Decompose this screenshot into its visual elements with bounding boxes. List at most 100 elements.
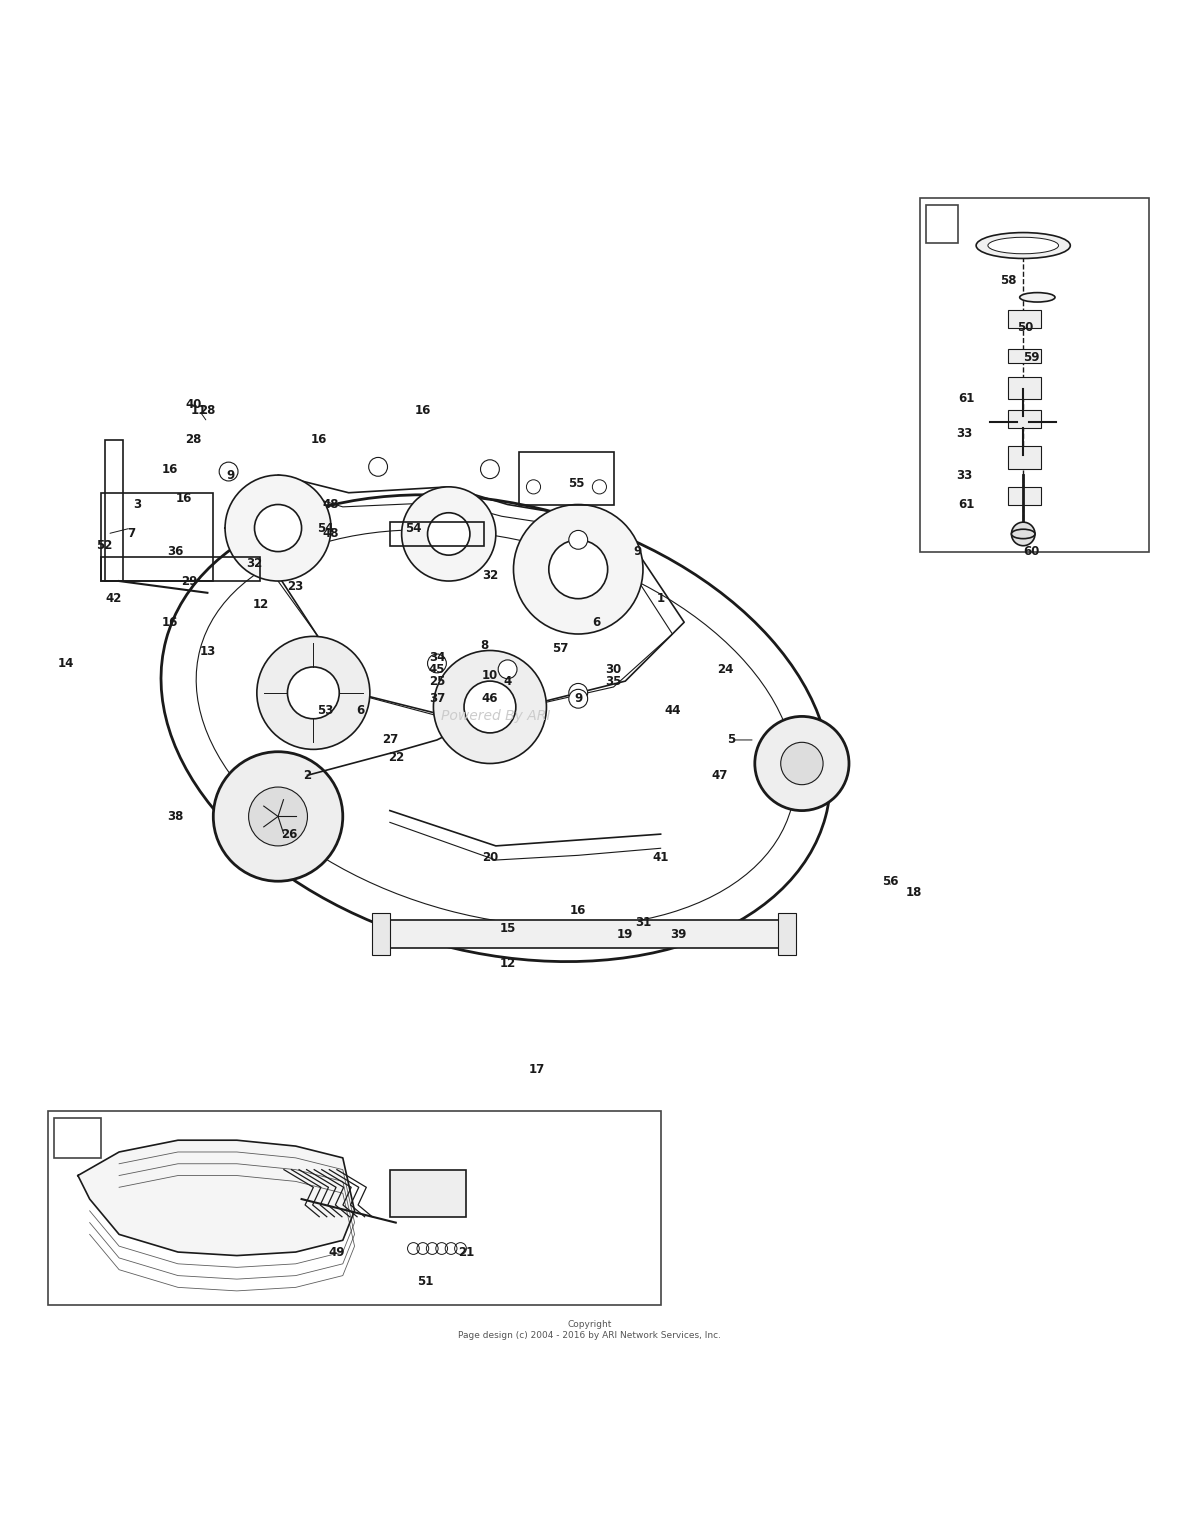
Text: 34: 34 <box>428 651 445 664</box>
Text: 45: 45 <box>428 663 445 676</box>
Ellipse shape <box>1020 293 1055 302</box>
Text: 1: 1 <box>938 218 946 231</box>
Text: 9: 9 <box>575 692 583 705</box>
Circle shape <box>569 689 588 709</box>
Text: 35: 35 <box>605 675 622 687</box>
Text: 26: 26 <box>282 828 299 841</box>
Bar <box>48 1110 661 1306</box>
Text: 16: 16 <box>414 403 431 417</box>
Text: 41: 41 <box>653 851 669 864</box>
Circle shape <box>255 504 302 551</box>
Text: 4: 4 <box>504 675 512 687</box>
Text: 16: 16 <box>176 492 192 505</box>
Text: 48: 48 <box>323 527 340 541</box>
Bar <box>389 1170 466 1217</box>
Text: 61: 61 <box>958 392 975 405</box>
Text: 1: 1 <box>656 592 664 605</box>
Text: 32: 32 <box>247 557 263 570</box>
Text: 10: 10 <box>481 669 498 681</box>
Text: 60: 60 <box>1023 545 1040 557</box>
Text: 15: 15 <box>499 922 516 935</box>
Bar <box>1008 411 1041 428</box>
Bar <box>101 557 261 582</box>
Text: 20: 20 <box>481 851 498 864</box>
Polygon shape <box>78 1141 354 1255</box>
Ellipse shape <box>988 237 1058 253</box>
Text: 47: 47 <box>712 768 728 782</box>
Text: 61: 61 <box>958 498 975 512</box>
Text: 16: 16 <box>162 463 178 476</box>
Text: 14: 14 <box>58 657 74 670</box>
Text: 7: 7 <box>126 527 135 541</box>
Text: 17: 17 <box>529 1063 545 1077</box>
Text: 2: 2 <box>303 768 312 782</box>
Bar <box>1008 377 1041 399</box>
Text: 18: 18 <box>905 887 922 899</box>
Text: 22: 22 <box>388 751 404 764</box>
Text: 59: 59 <box>1023 351 1040 363</box>
Circle shape <box>427 513 470 556</box>
Circle shape <box>219 463 238 481</box>
Bar <box>378 921 791 948</box>
Text: 16: 16 <box>312 434 327 446</box>
Circle shape <box>569 684 588 702</box>
Text: 8: 8 <box>480 640 489 652</box>
Circle shape <box>464 681 516 733</box>
Circle shape <box>513 504 643 634</box>
Circle shape <box>549 541 608 599</box>
Text: 12: 12 <box>253 599 269 611</box>
Circle shape <box>427 654 446 673</box>
Circle shape <box>249 786 308 846</box>
Text: 40: 40 <box>185 399 202 411</box>
Circle shape <box>257 637 369 750</box>
Bar <box>519 452 614 504</box>
Text: 33: 33 <box>956 469 972 481</box>
Circle shape <box>433 651 546 764</box>
Text: 12: 12 <box>499 957 516 970</box>
Bar <box>54 1118 101 1157</box>
Text: 38: 38 <box>168 809 184 823</box>
Text: 48: 48 <box>323 498 340 512</box>
Text: 23: 23 <box>288 580 303 594</box>
Circle shape <box>368 458 387 476</box>
Text: 44: 44 <box>664 704 681 718</box>
Text: 36: 36 <box>168 545 184 557</box>
Bar <box>101 493 214 582</box>
Ellipse shape <box>1011 530 1035 539</box>
Circle shape <box>401 487 496 582</box>
Text: 21: 21 <box>458 1246 474 1258</box>
Circle shape <box>1011 522 1035 545</box>
Text: 37: 37 <box>428 692 445 705</box>
Text: 5: 5 <box>727 733 735 747</box>
Circle shape <box>288 667 340 719</box>
Text: 25: 25 <box>428 675 445 687</box>
Bar <box>1008 310 1041 328</box>
Circle shape <box>781 742 824 785</box>
Text: 55: 55 <box>568 476 584 490</box>
Bar <box>1008 487 1041 504</box>
Text: 6: 6 <box>356 704 365 718</box>
Text: 13: 13 <box>199 646 216 658</box>
Bar <box>1008 446 1041 469</box>
Text: 49: 49 <box>329 1246 345 1258</box>
Text: 53: 53 <box>317 704 333 718</box>
Bar <box>919 199 1149 551</box>
Text: 19: 19 <box>617 928 634 941</box>
Circle shape <box>225 475 332 582</box>
Text: 30: 30 <box>605 663 622 676</box>
Text: 51: 51 <box>417 1275 433 1287</box>
Text: 42: 42 <box>105 592 122 605</box>
Text: 16: 16 <box>162 615 178 629</box>
Text: 6: 6 <box>591 615 599 629</box>
Text: 11: 11 <box>191 403 208 417</box>
Text: 3: 3 <box>132 498 140 512</box>
Circle shape <box>498 660 517 678</box>
Text: 9: 9 <box>632 545 641 557</box>
Text: 33: 33 <box>956 428 972 440</box>
Circle shape <box>526 479 540 493</box>
Text: 46: 46 <box>481 692 498 705</box>
Text: 16: 16 <box>570 904 586 918</box>
Text: 58: 58 <box>999 275 1016 287</box>
Text: 27: 27 <box>382 733 398 747</box>
Text: 50: 50 <box>1017 321 1034 334</box>
